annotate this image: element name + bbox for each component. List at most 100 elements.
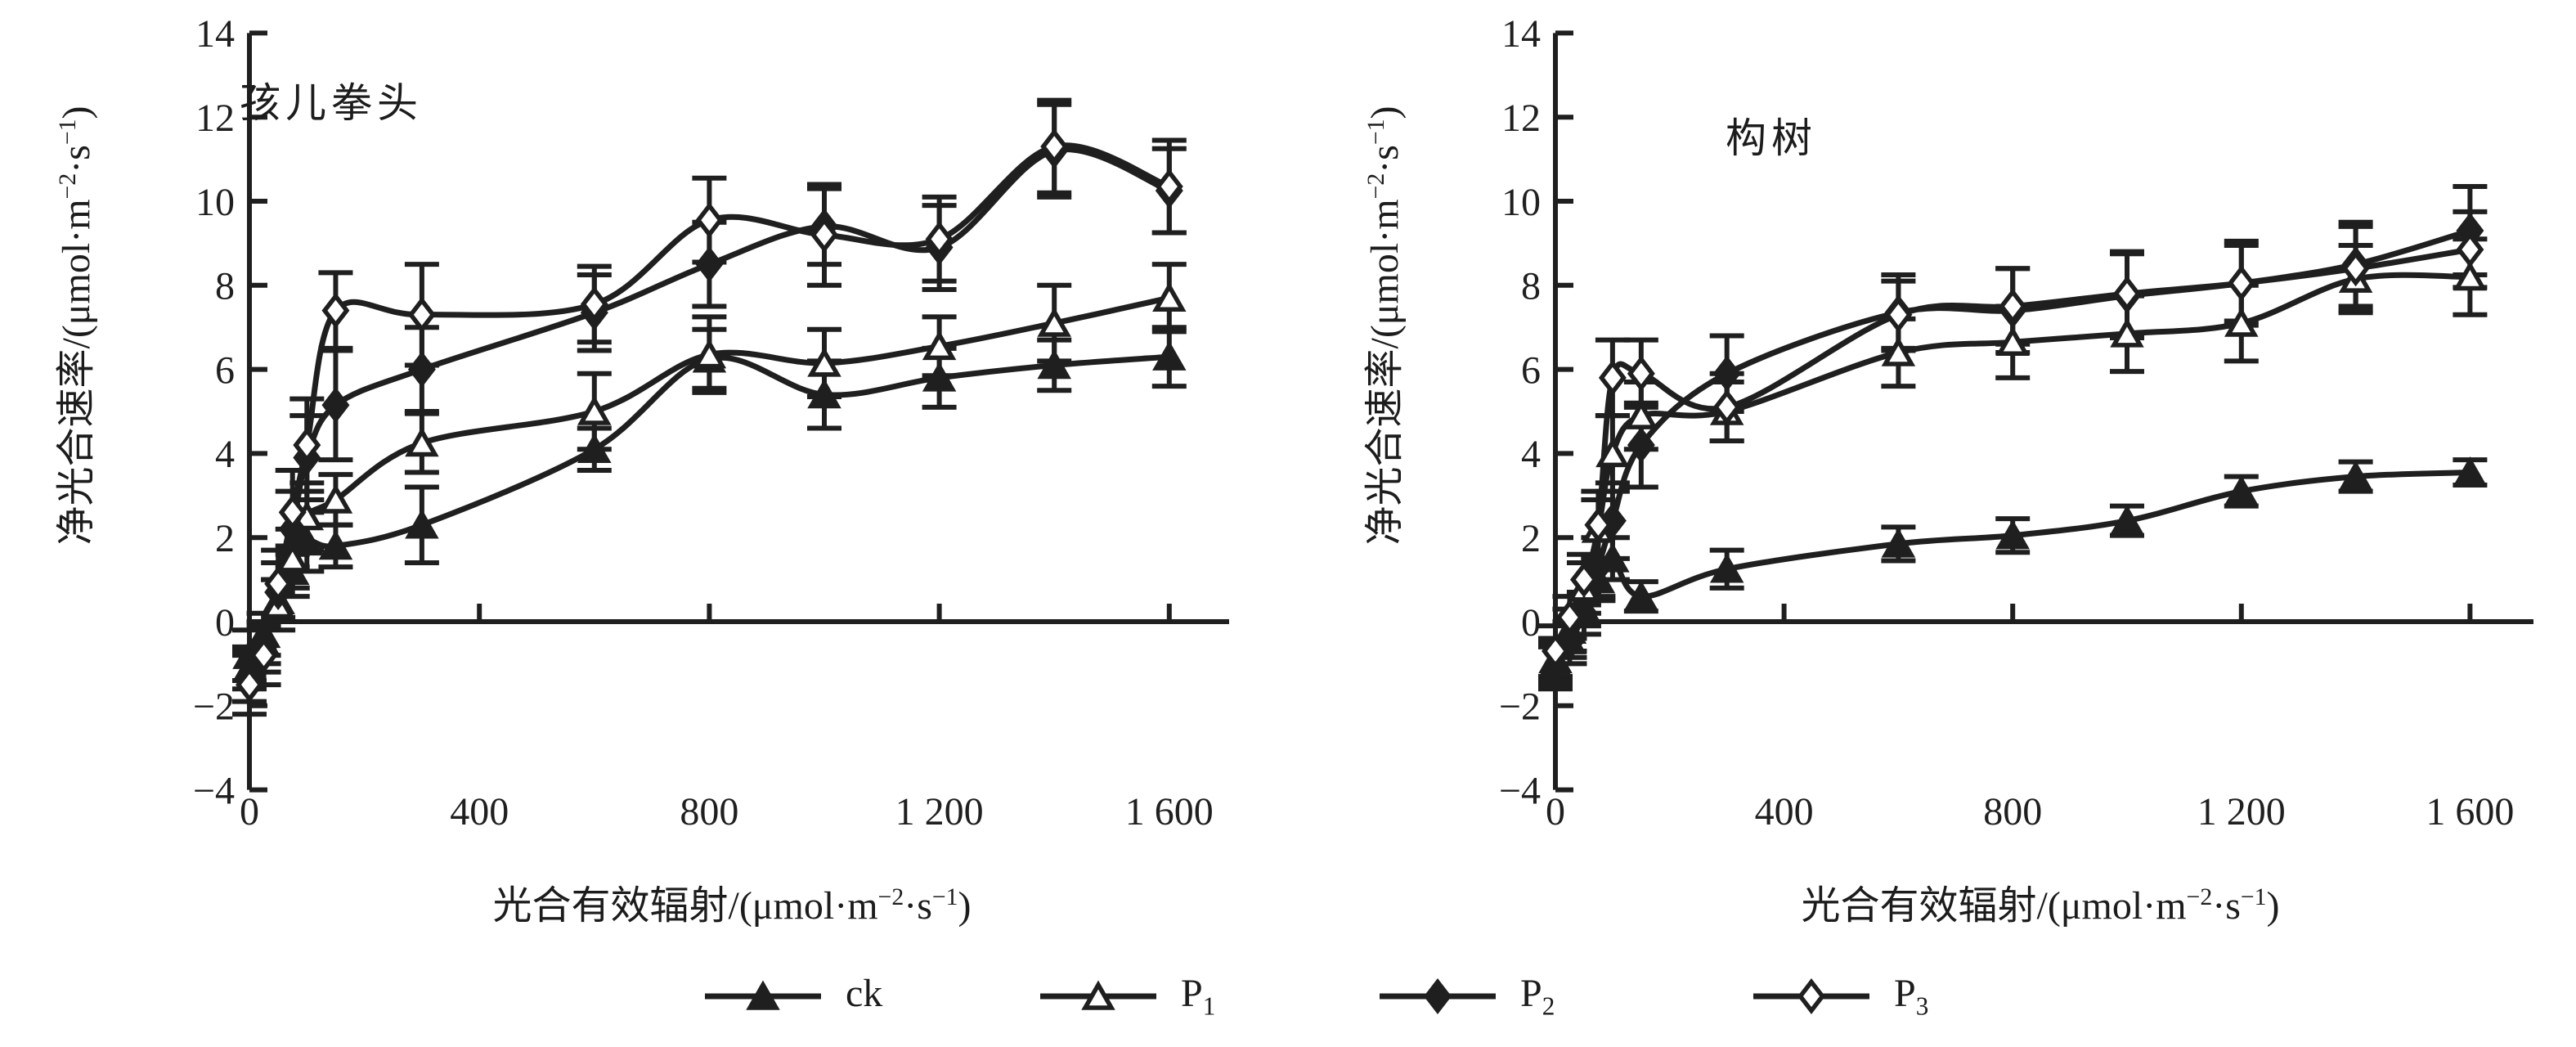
right-P3-point: [1598, 359, 1627, 396]
left-P3-point: [293, 427, 321, 464]
left-P1-point: [922, 330, 957, 361]
left-P3-point: [695, 202, 724, 239]
right-errorbars-ck: [1538, 457, 2488, 688]
right-ck-point: [2338, 461, 2373, 491]
legend-label-P1: P1: [1181, 971, 1216, 1021]
y-tick-label: 10: [1501, 181, 1541, 224]
y-tick-label: 2: [215, 517, 235, 560]
left-P3-point: [407, 296, 436, 333]
right-P1-point: [1881, 336, 1916, 366]
x-tick-label: 0: [240, 790, 259, 834]
x-tick-label: 0: [1546, 790, 1565, 834]
legend-marker-P3-diamond-open-icon: [1753, 977, 1869, 1015]
left-ck-point: [289, 525, 325, 556]
y-tick-label: −4: [1499, 769, 1541, 812]
legend-entry-P3: P3: [1750, 964, 1928, 1029]
x-tick-label: 1 200: [895, 790, 984, 834]
right-P3-point: [1584, 506, 1613, 543]
left-P1-point: [275, 542, 310, 573]
right-x-axis-title: 光合有效辐射/(μmol·m−2·s−1): [1801, 883, 2280, 928]
left-ck-point: [922, 362, 957, 392]
left-P1-point: [807, 347, 841, 377]
left-x-axis-title: 光合有效辐射/(μmol·m−2·s−1): [492, 883, 972, 928]
left-P1-point: [1152, 281, 1187, 312]
left-y-axis-title: 净光合速率/(μmol·m−2·s−1): [54, 106, 98, 546]
right-ck-point: [2224, 475, 2259, 506]
right-panel-title: 构树: [1726, 115, 1817, 161]
right-ck-point: [2110, 505, 2144, 535]
y-tick-label: −2: [1499, 685, 1541, 729]
left-ck-point: [577, 433, 612, 464]
right-ck-point: [2453, 456, 2488, 487]
left-P1-point: [405, 427, 439, 457]
legend-swatch-g: [1040, 980, 1156, 1010]
x-tick-label: 1 600: [2426, 790, 2514, 834]
y-tick-label: 8: [215, 265, 235, 308]
right-P1-point: [2110, 317, 2144, 348]
y-tick-label: 12: [1501, 97, 1541, 140]
right-P1-point: [1995, 326, 2030, 356]
left-P1-point: [577, 395, 612, 425]
x-tick-label: 800: [1983, 790, 2042, 834]
right-P3-point: [1884, 296, 1913, 333]
y-tick-label: 8: [1521, 265, 1541, 308]
right-P3-point: [2113, 276, 2141, 312]
left-P2-point: [695, 246, 724, 283]
left-panel-title: 孩儿拳头: [240, 80, 423, 126]
left-P3-point: [1040, 128, 1069, 165]
legend-P3-marker-icon: [1797, 977, 1825, 1015]
right-P1-point: [2453, 260, 2488, 291]
right-ck-point: [1995, 519, 2030, 550]
left-P3-point: [925, 221, 954, 258]
right-P3-point: [1555, 599, 1584, 636]
right-P3-point: [1542, 632, 1569, 669]
x-tick-label: 400: [1755, 790, 1814, 834]
y-tick-label: 14: [195, 12, 235, 56]
left-P3-point: [236, 667, 263, 703]
left-curve-P3: [246, 142, 1171, 686]
legend-marker-P1-triangle-open-icon: [1040, 980, 1156, 1010]
left-P3-point: [810, 217, 838, 254]
y-tick-label: 6: [1521, 348, 1541, 392]
left-P3-point: [321, 292, 350, 329]
right-P3-point: [2227, 265, 2255, 302]
legend-label-P2: P2: [1520, 971, 1555, 1021]
x-tick-label: 800: [680, 790, 738, 834]
x-tick-label: 1 600: [1125, 790, 1214, 834]
legend-entry-P2: P2: [1376, 964, 1555, 1029]
right-P3-point: [2341, 250, 2370, 287]
legend-ck-marker-icon: [746, 980, 780, 1010]
y-tick-label: −4: [193, 769, 235, 812]
right-P1-point: [1595, 437, 1630, 468]
x-tick-label: 1 200: [2197, 790, 2286, 834]
right-P1-point: [2224, 307, 2259, 337]
y-tick-label: 0: [215, 601, 235, 645]
right-ck-point: [1709, 553, 1744, 583]
right-P3-point: [1999, 288, 2027, 325]
left-ck-point: [807, 378, 841, 409]
right-P2-point: [1627, 427, 1655, 464]
y-tick-label: 4: [1521, 433, 1541, 476]
legend-marker-ck-triangle-filled-icon: [705, 980, 821, 1010]
legend-entry-P1: P1: [1037, 964, 1215, 1029]
legend-marker-P2-diamond-filled-icon: [1380, 977, 1496, 1015]
legend-label-P3: P3: [1894, 971, 1929, 1021]
y-tick-label: 0: [1521, 601, 1541, 645]
right-P3-point: [1712, 389, 1741, 425]
left-P3-point: [278, 494, 307, 531]
legend-swatch-g: [705, 980, 821, 1010]
legend-P1-marker-icon: [1081, 980, 1115, 1010]
left-P1-point: [318, 483, 353, 514]
left-markers-P3: [236, 128, 1183, 703]
y-tick-label: 4: [215, 433, 235, 476]
right-ck-point: [1624, 580, 1658, 610]
legend-label-ck: ck: [846, 971, 883, 1015]
left-ck-point: [318, 529, 353, 560]
y-tick-label: 2: [1521, 517, 1541, 560]
left-P3-point: [1155, 169, 1183, 205]
right-P3-point: [1627, 355, 1655, 392]
